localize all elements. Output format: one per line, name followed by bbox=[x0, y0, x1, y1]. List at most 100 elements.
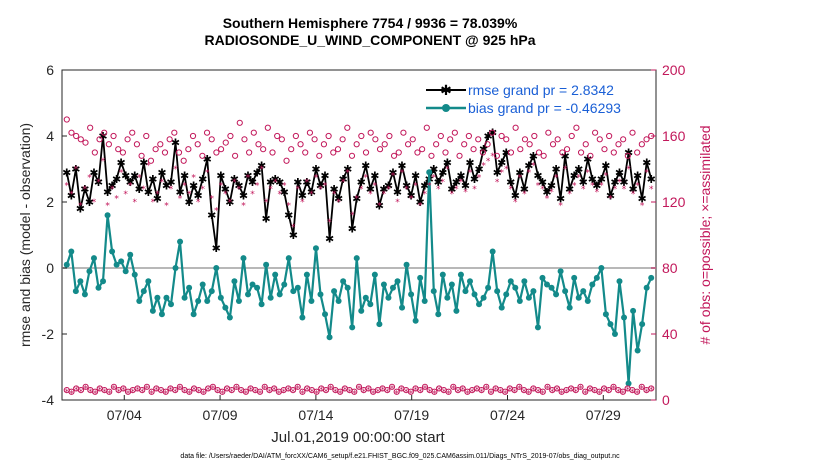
rmse-point: ✱ bbox=[547, 180, 556, 193]
bias-point bbox=[281, 281, 288, 288]
possible-point bbox=[484, 141, 491, 148]
assimilated-point: * bbox=[78, 201, 83, 211]
y2-tick-label: 160 bbox=[662, 128, 686, 144]
bottom_assimilated-point: * bbox=[390, 384, 395, 394]
bottom_assimilated-point: * bbox=[592, 388, 597, 398]
bottom_possible-point bbox=[605, 387, 612, 394]
possible-point bbox=[568, 132, 575, 140]
bottom_assimilated-point: * bbox=[418, 388, 423, 398]
bottom_possible-point bbox=[431, 388, 438, 395]
possible-point bbox=[381, 141, 388, 148]
rmse-point: ✱ bbox=[461, 180, 470, 193]
rmse-point: ✱ bbox=[502, 147, 511, 160]
assimilated-point: * bbox=[255, 182, 260, 192]
bottom_assimilated-point: * bbox=[121, 386, 126, 396]
rmse-point: ✱ bbox=[62, 166, 71, 179]
possible-point bbox=[386, 132, 393, 140]
rmse-point: ✱ bbox=[293, 176, 302, 189]
rmse-point: ✱ bbox=[207, 209, 216, 222]
possible-point bbox=[596, 136, 603, 143]
bottom_assimilated-point: * bbox=[164, 389, 169, 399]
possible-point bbox=[587, 152, 594, 159]
possible-point bbox=[185, 146, 192, 153]
bias-point bbox=[240, 255, 247, 262]
assimilated-point: * bbox=[373, 182, 378, 192]
bottom_possible-point bbox=[68, 388, 75, 395]
bottom_possible-point bbox=[511, 387, 518, 394]
assimilated-point: * bbox=[101, 157, 106, 167]
bias-point bbox=[530, 288, 537, 295]
bias-point bbox=[430, 288, 437, 295]
bottom_assimilated-point: * bbox=[74, 386, 79, 396]
possible-point bbox=[437, 132, 444, 140]
assimilated-point: * bbox=[146, 162, 151, 172]
bottom_possible-point bbox=[539, 388, 546, 395]
possible-point bbox=[334, 146, 342, 153]
bias-point bbox=[553, 291, 560, 298]
bottom_assimilated-point: * bbox=[300, 389, 305, 399]
assimilated-point: * bbox=[65, 182, 70, 192]
rmse-point: ✱ bbox=[388, 166, 397, 179]
bias-point bbox=[408, 291, 415, 298]
assimilated-point: * bbox=[132, 198, 137, 208]
bias-point bbox=[312, 245, 319, 252]
possible-point bbox=[470, 146, 477, 153]
rmse-point: ✱ bbox=[538, 176, 547, 189]
bottom_possible-point bbox=[261, 383, 268, 390]
bottom_assimilated-point: * bbox=[310, 388, 315, 398]
rmse-point: ✱ bbox=[189, 180, 198, 193]
bottom_assimilated-point: * bbox=[244, 389, 249, 399]
assimilated-point: * bbox=[359, 185, 364, 195]
possible-point bbox=[465, 132, 472, 140]
bias-point bbox=[272, 271, 279, 278]
bottom_assimilated-point: * bbox=[522, 388, 527, 398]
rmse-point: ✱ bbox=[470, 173, 479, 186]
assimilated-point: * bbox=[119, 168, 124, 178]
assimilated-point: * bbox=[477, 173, 482, 183]
bottom_assimilated-point: * bbox=[531, 386, 536, 396]
bottom_assimilated-point: * bbox=[437, 386, 442, 396]
bottom_assimilated-point: * bbox=[131, 388, 136, 398]
bias-point bbox=[643, 284, 650, 291]
assimilated-point: * bbox=[604, 172, 609, 182]
assimilated-point: * bbox=[527, 168, 532, 178]
chart-marks: ✱✱✱✱✱✱✱✱✱✱✱✱✱✱✱✱✱✱✱✱✱✱✱✱✱✱✱✱✱✱✱✱✱✱✱✱✱✱✱✱… bbox=[62, 116, 656, 399]
assimilated-point: * bbox=[323, 182, 328, 192]
rmse-point: ✱ bbox=[334, 193, 343, 206]
assimilated-point: * bbox=[332, 190, 337, 200]
rmse-point: ✱ bbox=[416, 196, 425, 209]
bias-point bbox=[494, 288, 501, 295]
bias-point bbox=[100, 278, 107, 285]
bottom_possible-point bbox=[633, 388, 641, 395]
legend-bias-label: bias grand pr = -0.46293 bbox=[468, 100, 621, 116]
rmse-point: ✱ bbox=[216, 170, 225, 183]
rmse-point: ✱ bbox=[583, 153, 592, 166]
bottom_assimilated-point: * bbox=[640, 384, 645, 394]
possible-point bbox=[124, 136, 131, 143]
rmse-point: ✱ bbox=[121, 170, 130, 183]
rmse-point: ✱ bbox=[157, 166, 166, 179]
assimilated-point: * bbox=[187, 190, 192, 200]
bottom_assimilated-point: * bbox=[583, 389, 588, 399]
bottom_assimilated-point: * bbox=[512, 388, 517, 398]
possible-point bbox=[344, 124, 351, 131]
bias-point bbox=[254, 284, 261, 291]
possible-point bbox=[423, 124, 430, 131]
bottom_possible-point bbox=[228, 387, 235, 394]
rmse-point: ✱ bbox=[366, 183, 375, 196]
bias-point bbox=[344, 284, 351, 291]
possible-point bbox=[577, 149, 585, 156]
assimilated-point: * bbox=[558, 201, 563, 211]
bottom_assimilated-point: * bbox=[305, 386, 310, 396]
assimilated-point: * bbox=[223, 190, 228, 200]
rmse-point: ✱ bbox=[280, 186, 289, 199]
bias-point bbox=[516, 298, 523, 304]
assimilated-point: * bbox=[327, 218, 332, 228]
assimilated-point: * bbox=[395, 198, 400, 208]
bias-point bbox=[335, 298, 342, 304]
bias-point bbox=[122, 268, 129, 275]
possible-point bbox=[194, 141, 201, 148]
bottom_possible-point bbox=[299, 388, 306, 395]
rmse-point: ✱ bbox=[551, 163, 560, 176]
bias-point bbox=[534, 324, 541, 331]
